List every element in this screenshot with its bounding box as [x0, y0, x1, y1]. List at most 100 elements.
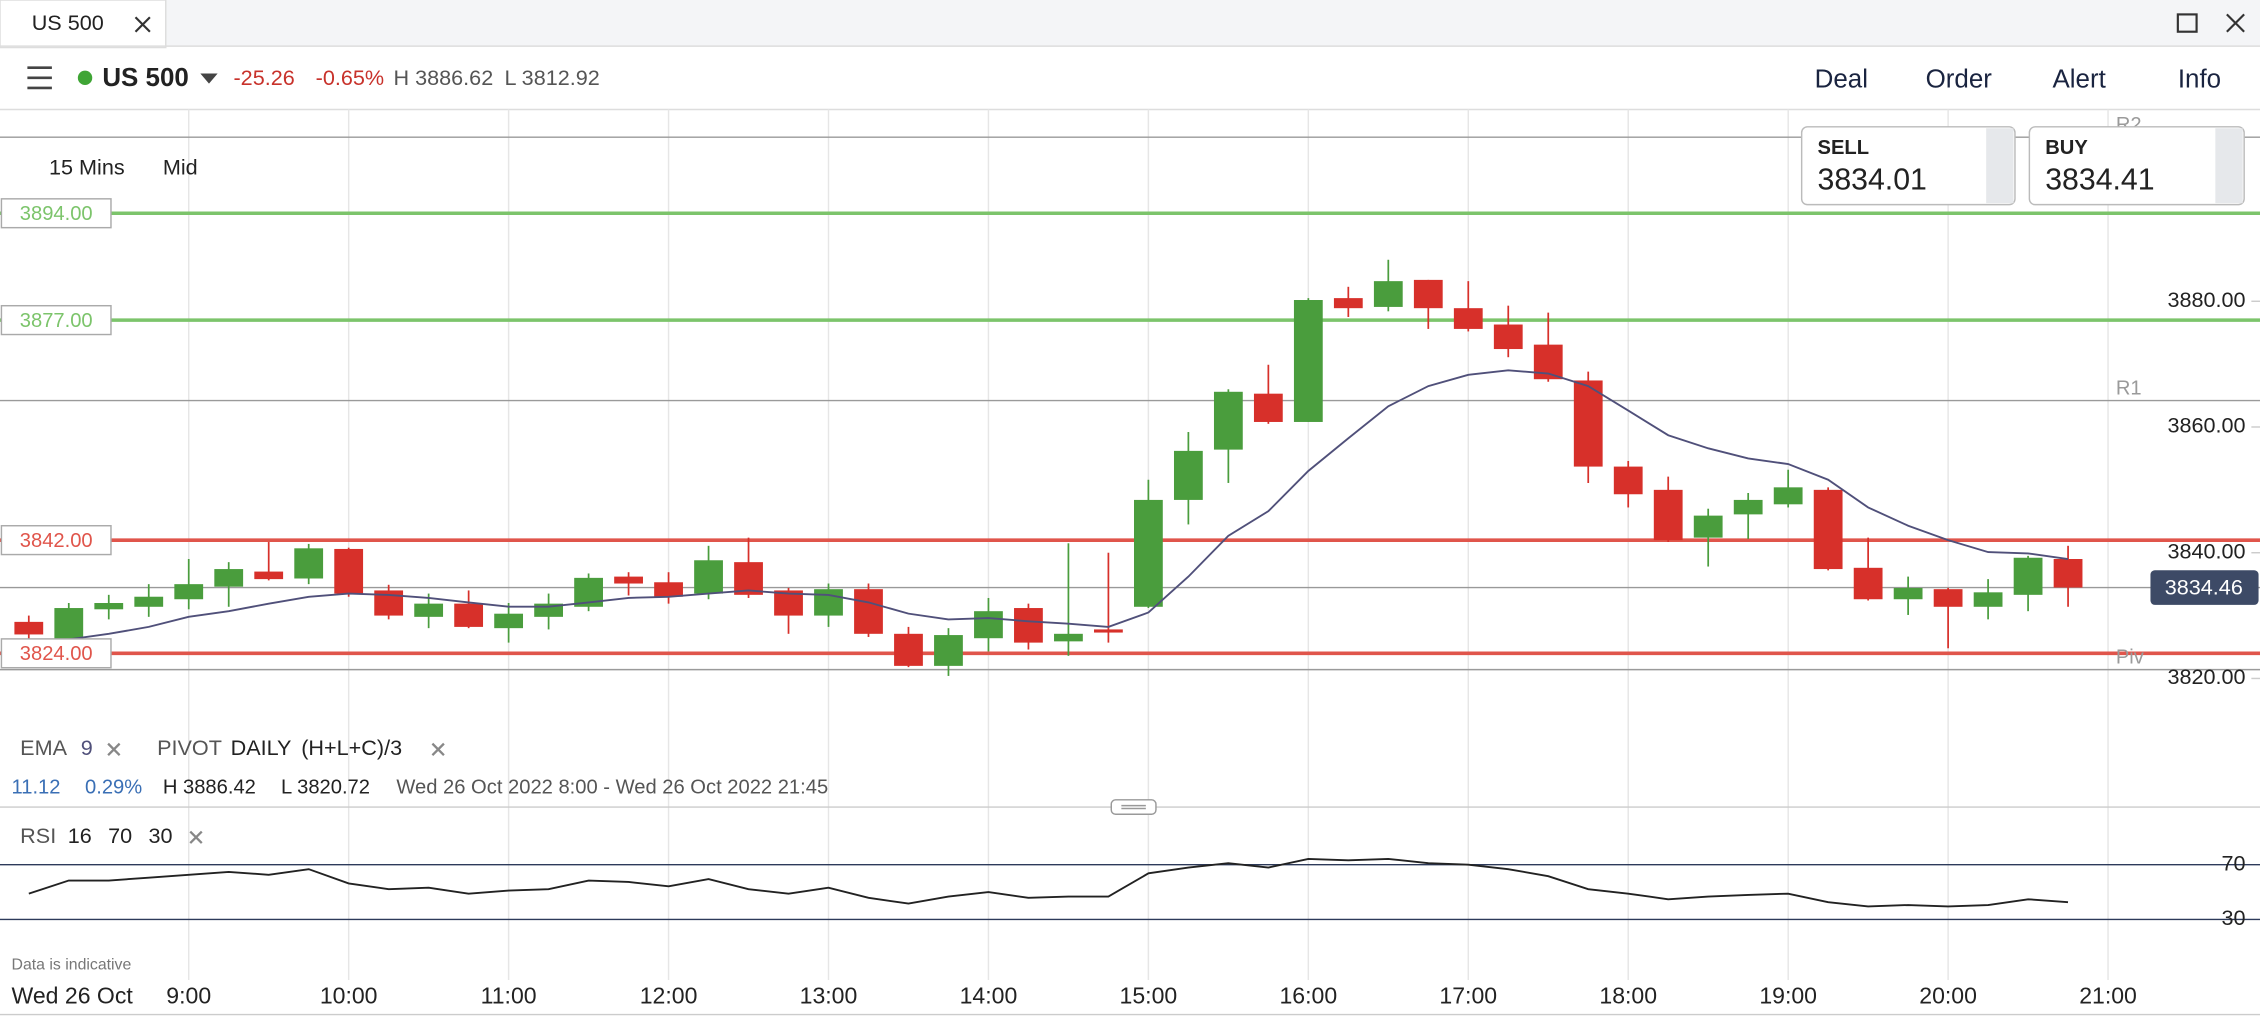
candle-body — [2013, 557, 2043, 595]
sell-button[interactable] — [1800, 126, 2016, 206]
x-tick-label: 19:00 — [1759, 982, 1817, 1008]
tab-bar — [0, 0, 2260, 47]
sell-button-edge — [1986, 128, 2014, 204]
candle-body — [1773, 487, 1803, 505]
candle-body — [854, 589, 883, 634]
pivot-period: DAILY — [231, 735, 292, 760]
buy-button-edge — [2215, 128, 2243, 204]
candle-body — [1253, 393, 1283, 422]
panel-resize-handle[interactable] — [1110, 799, 1157, 815]
candle-body — [1413, 279, 1443, 309]
candle-body — [614, 576, 643, 584]
buy-price: 3834.41 — [2045, 164, 2154, 197]
candle-body — [1493, 324, 1523, 350]
remove-ema[interactable] — [107, 742, 121, 756]
candle-body — [494, 613, 524, 629]
day-high: H 3886.62 — [393, 65, 493, 90]
candle-body — [214, 569, 244, 587]
candle-body — [454, 603, 484, 627]
candle-body — [1054, 633, 1083, 642]
handle-grip — [1121, 804, 1146, 810]
close-button[interactable] — [2226, 13, 2245, 33]
buy-button[interactable] — [2028, 126, 2245, 206]
rsi-tick-label: 70 — [2222, 850, 2246, 875]
maximize-button[interactable] — [2176, 13, 2198, 33]
range-change: 11.12 — [12, 777, 61, 799]
pivot-formula: (H+L+C)/3 — [301, 735, 402, 760]
x-tick-label: 17:00 — [1439, 982, 1497, 1008]
candle-body — [1293, 300, 1323, 422]
candle-body — [1813, 489, 1843, 570]
candle-body — [294, 548, 324, 579]
candle-body — [1453, 308, 1483, 329]
x-tick-label: 15:00 — [1120, 982, 1178, 1008]
remove-pivot[interactable] — [431, 742, 445, 756]
range-change-pct: 0.29% — [85, 777, 142, 799]
tab-close[interactable] — [134, 16, 151, 33]
candle-body — [1893, 587, 1923, 600]
x-tick-label: 14:00 — [960, 982, 1018, 1008]
instrument-dropdown[interactable] — [200, 73, 218, 84]
candle-body — [654, 582, 683, 597]
remove-rsi[interactable] — [189, 830, 203, 844]
candle-body — [174, 584, 204, 600]
candle-body — [1014, 608, 1043, 643]
candle-body — [2053, 559, 2083, 588]
price-change-pct: -0.65% — [316, 65, 384, 90]
rsi-line — [28, 857, 2069, 908]
range-low: L 3820.72 — [281, 777, 370, 799]
x-tick-label: 12:00 — [640, 982, 698, 1008]
info-button[interactable]: Info — [2178, 66, 2221, 94]
candle-body — [54, 608, 84, 640]
candle-body — [1573, 380, 1603, 467]
price-level-box — [0, 304, 112, 336]
pivot-label: Piv — [2116, 646, 2145, 668]
price-level-label: 3894.00 — [20, 203, 93, 225]
rsi-lower: 30 — [148, 823, 172, 848]
candle-body — [1094, 629, 1123, 633]
candle-body — [1853, 567, 1883, 600]
price-level-label: 3824.00 — [20, 643, 93, 665]
candle-body — [1973, 592, 2003, 607]
price-level-label: 3842.00 — [20, 530, 93, 552]
range-high: H 3886.42 — [163, 777, 256, 799]
candle-body — [974, 611, 1003, 639]
x-tick-label: 13:00 — [800, 982, 858, 1008]
menu-button[interactable] — [27, 66, 52, 90]
y-tick-label: 3880.00 — [2167, 287, 2245, 312]
candle-body — [1173, 450, 1203, 500]
candle-body — [814, 589, 843, 616]
candle-body — [334, 548, 364, 594]
timeframe[interactable]: 15 Mins — [49, 154, 125, 179]
date-label: Wed 26 Oct — [12, 982, 134, 1008]
ema-name: EMA — [20, 735, 67, 760]
tab[interactable] — [0, 0, 167, 49]
candle-body — [1133, 499, 1163, 607]
buy-label: BUY — [2045, 137, 2088, 159]
alert-button[interactable]: Alert — [2052, 66, 2106, 94]
candle-body — [134, 596, 164, 607]
deal-button[interactable]: Deal — [1815, 66, 1868, 94]
x-tick-label: 10:00 — [320, 982, 378, 1008]
instrument-name[interactable]: US 500 — [102, 64, 189, 92]
rsi-period: 16 — [68, 823, 92, 848]
candle-body — [14, 621, 44, 635]
price-level-box — [0, 638, 112, 669]
candle-body — [94, 603, 124, 610]
candle-body — [1373, 281, 1403, 307]
rsi-upper: 70 — [108, 823, 132, 848]
price-type[interactable]: Mid — [163, 154, 198, 179]
candle-body — [414, 603, 444, 617]
sell-price: 3834.01 — [1818, 164, 1927, 197]
price-level-label: 3877.00 — [20, 310, 93, 332]
candle-body — [734, 562, 763, 595]
y-tick-label: 3860.00 — [2167, 413, 2245, 438]
last-price-label: 3834.46 — [2165, 575, 2243, 600]
order-button[interactable]: Order — [1926, 66, 1993, 94]
rsi-name: RSI — [20, 823, 56, 848]
price-level-box — [0, 198, 112, 229]
x-tick-label: 11:00 — [481, 982, 537, 1008]
candle-body — [1613, 466, 1643, 495]
